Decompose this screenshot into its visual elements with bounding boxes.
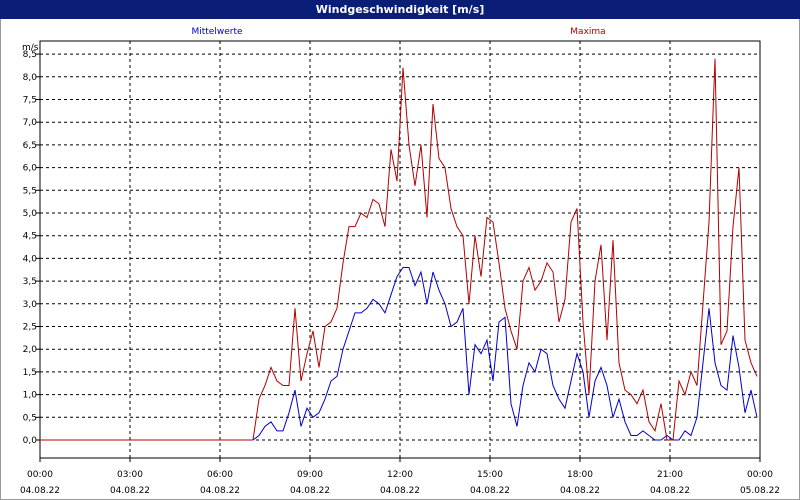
y-tick-label: 4,5	[23, 232, 37, 242]
y-tick-label: 4,0	[23, 254, 38, 264]
y-tick-label: 0,5	[23, 413, 37, 423]
y-tick-label: 8,5	[23, 50, 37, 60]
series-line-maxima	[40, 58, 758, 441]
x-axis: 00:00 04.08.22 03:00 04.08.22 06:00 04.08.22 0…	[20, 458, 780, 496]
y-tick-label: 3,0	[23, 300, 38, 310]
chart-title: Windgeschwindigkeit [m/s]	[0, 0, 800, 19]
y-tick-label: 7,0	[23, 118, 38, 128]
plot-area	[39, 40, 761, 459]
y-tick-label: 2,0	[23, 345, 38, 355]
x-tick-time-label: 00:00	[747, 470, 773, 480]
x-tick-time-label: 00:00	[27, 470, 53, 480]
legend-mittelwerte: Mittelwerte	[191, 27, 242, 37]
y-tick-label: 7,5	[23, 96, 37, 106]
y-axis-label: m/s	[22, 43, 39, 53]
x-tick-time-label: 15:00	[477, 470, 503, 480]
x-tick-time-label: 06:00	[207, 470, 233, 480]
x-tick-date-label: 04.08.22	[110, 486, 150, 496]
x-tick-date-label: 04.08.22	[200, 486, 240, 496]
y-tick-label: 3,5	[23, 277, 37, 287]
y-tick-label: 8,0	[23, 73, 38, 83]
x-tick-date-label: 04.08.22	[290, 486, 330, 496]
x-tick-time-label: 09:00	[297, 470, 323, 480]
x-tick-time-label: 18:00	[567, 470, 593, 480]
y-axis: 0,0 0,5 1,0 1,5 2,0 2,5 3,0 3,5 4,0 4,5 5,0 5,5 6,0 6…	[22, 43, 40, 446]
y-tick-label: 1,0	[23, 391, 38, 401]
grid	[40, 41, 760, 458]
y-tick-label: 5,0	[23, 209, 38, 219]
legend: Mittelwerte Maxima	[191, 27, 605, 37]
x-tick-date-label: 04.08.22	[470, 486, 510, 496]
y-tick-label: 6,5	[23, 141, 37, 151]
x-tick-time-label: 21:00	[657, 470, 683, 480]
series-line-mittelwerte	[40, 267, 758, 441]
x-tick-date-label: 04.08.22	[560, 486, 600, 496]
legend-maxima: Maxima	[570, 27, 605, 37]
y-tick-label: 5,5	[23, 186, 37, 196]
y-tick-label: 6,0	[23, 164, 38, 174]
series-group	[40, 58, 758, 441]
y-tick-label: 1,5	[23, 368, 37, 378]
x-tick-time-label: 03:00	[117, 470, 143, 480]
y-tick-label: 2,5	[23, 323, 37, 333]
x-tick-time-label: 12:00	[387, 470, 413, 480]
x-tick-date-label: 05.08.22	[740, 486, 780, 496]
x-tick-date-label: 04.08.22	[380, 486, 420, 496]
x-tick-date-label: 04.08.22	[650, 486, 690, 496]
y-tick-label: 0,0	[23, 436, 38, 446]
x-tick-date-label: 04.08.22	[20, 486, 60, 496]
